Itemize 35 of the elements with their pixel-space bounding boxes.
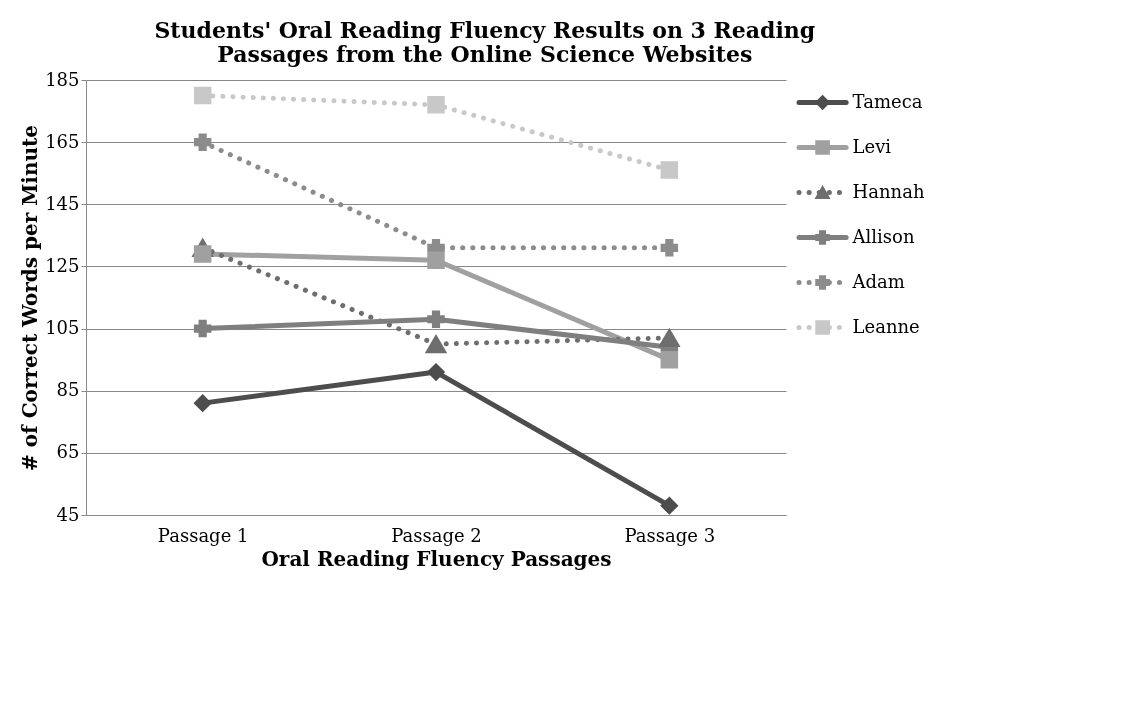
y-tick-label: 185 <box>45 68 80 90</box>
y-tick-label: 165 <box>45 130 80 152</box>
point <box>660 496 679 515</box>
chart-title: Students' Oral Reading Fluency Results on 3 Reading Passages from the Online Science Websites <box>154 17 816 67</box>
legend-label: Levi <box>852 135 892 157</box>
point <box>193 133 212 151</box>
y-tick-label: 105 <box>45 317 80 339</box>
point <box>193 394 212 412</box>
point <box>427 251 445 269</box>
point <box>425 334 447 354</box>
y-axis-title: # of Correct Words per Minute <box>18 125 43 471</box>
point <box>427 96 445 114</box>
y-tick-label: 45 <box>56 503 80 525</box>
x-tick-label: Passage 2 <box>391 524 482 546</box>
point <box>427 363 445 381</box>
x-tick-label: Passage 3 <box>624 524 716 546</box>
point <box>658 328 680 348</box>
legend-label: Allison <box>851 225 915 247</box>
y-tick-label: 65 <box>56 441 80 463</box>
point <box>427 310 445 328</box>
point <box>193 245 212 263</box>
point <box>660 350 679 369</box>
legend-label: Hannah <box>852 180 925 202</box>
x-axis-title: Oral Reading Fluency Passages <box>261 546 612 571</box>
x-tick-label: Passage 1 <box>157 524 249 546</box>
y-tick-label: 145 <box>45 192 80 214</box>
point <box>193 86 212 105</box>
point <box>193 319 212 338</box>
legend-label: Tameca <box>852 90 923 112</box>
point <box>660 161 679 179</box>
y-tick-label: 85 <box>56 379 80 401</box>
legend-label: Adam <box>851 270 905 292</box>
point <box>660 239 679 257</box>
y-tick-label: 125 <box>45 254 80 276</box>
legend-label: Leanne <box>852 315 920 337</box>
